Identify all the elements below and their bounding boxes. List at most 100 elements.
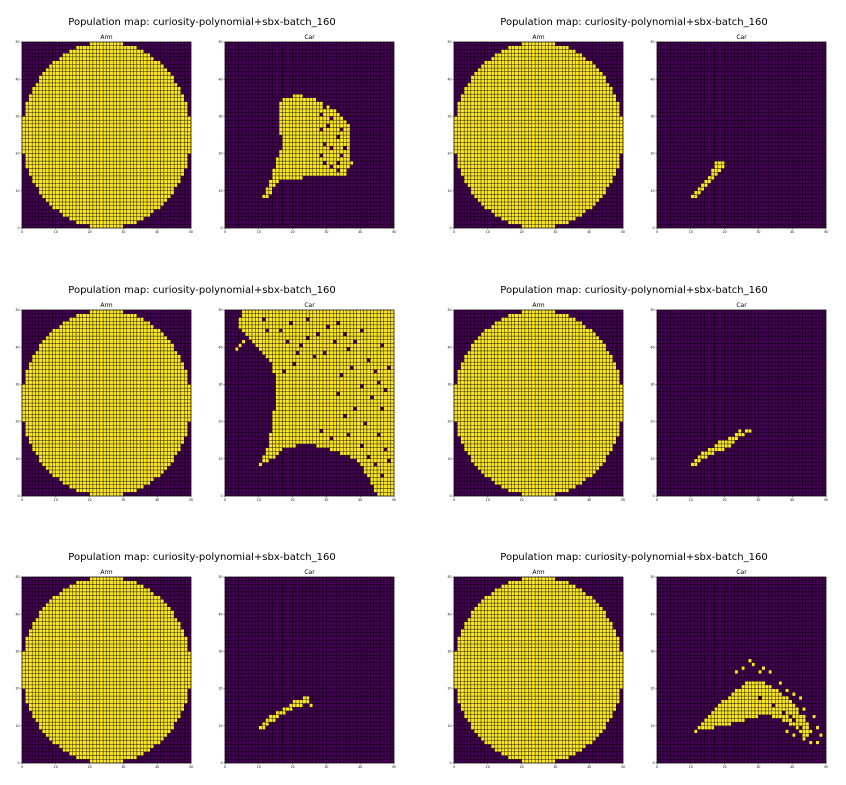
cell-filled [127, 191, 130, 195]
cell-filled [316, 113, 319, 117]
cell-empty [377, 120, 380, 124]
cell-empty [177, 183, 180, 187]
cell-empty [232, 102, 235, 106]
cell-filled [181, 102, 184, 106]
cell-empty [42, 42, 45, 46]
cell-filled [154, 131, 157, 135]
cell-filled [289, 116, 292, 120]
cell-filled [32, 168, 35, 172]
cell-empty [161, 53, 164, 57]
cell-filled [110, 161, 113, 165]
cell-filled [282, 176, 285, 180]
cell-empty [177, 187, 180, 191]
cell-filled [103, 75, 106, 79]
cell-filled [73, 202, 76, 206]
cell-filled [52, 83, 55, 87]
cell-filled [36, 168, 39, 172]
cell-empty [25, 64, 28, 68]
cell-filled [96, 195, 99, 199]
cell-filled [90, 221, 93, 225]
cell-filled [316, 109, 319, 113]
cell-filled [39, 150, 42, 154]
cell-filled [130, 191, 133, 195]
cell-filled [36, 98, 39, 102]
cell-empty [39, 64, 42, 68]
cell-filled [123, 116, 126, 120]
cell-filled [110, 168, 113, 172]
cell-empty [320, 87, 323, 91]
cell-empty [25, 83, 28, 87]
cell-empty [380, 154, 383, 158]
cell-filled [76, 135, 79, 139]
cell-empty [266, 75, 269, 79]
cell-empty [370, 116, 373, 120]
cell-empty [377, 90, 380, 94]
cell-empty [350, 75, 353, 79]
cell-empty [272, 75, 275, 79]
cell-empty [276, 183, 279, 187]
cell-filled [181, 154, 184, 158]
cell-empty [320, 113, 323, 117]
cell-filled [90, 90, 93, 94]
cell-filled [296, 128, 299, 132]
cell-filled [117, 64, 120, 68]
cell-empty [46, 49, 49, 53]
cell-filled [73, 209, 76, 213]
cell-filled [333, 168, 336, 172]
cell-empty [367, 206, 370, 210]
cell-empty [171, 72, 174, 76]
cell-empty [296, 49, 299, 53]
cell-filled [96, 53, 99, 57]
cell-empty [370, 61, 373, 65]
y-tick-label: 20 [15, 152, 19, 156]
cell-filled [93, 183, 96, 187]
cell-filled [306, 157, 309, 161]
cell-empty [320, 217, 323, 221]
cell-empty [377, 217, 380, 221]
cell-empty [22, 105, 25, 109]
cell-empty [188, 64, 191, 68]
cell-filled [167, 105, 170, 109]
cell-empty [272, 105, 275, 109]
cell-empty [391, 224, 394, 228]
cell-filled [130, 213, 133, 217]
cell-filled [29, 105, 32, 109]
cell-filled [167, 83, 170, 87]
cell-filled [310, 157, 313, 161]
cell-empty [167, 61, 170, 65]
cell-filled [52, 157, 55, 161]
cell-filled [69, 206, 72, 210]
cell-empty [374, 87, 377, 91]
cell-filled [69, 161, 72, 165]
cell-filled [113, 79, 116, 83]
cell-filled [272, 172, 275, 176]
cell-empty [66, 224, 69, 228]
cell-filled [25, 128, 28, 132]
cell-filled [56, 206, 59, 210]
cell-filled [73, 102, 76, 106]
cell-empty [272, 94, 275, 98]
cell-empty [340, 198, 343, 202]
cell-filled [83, 90, 86, 94]
cell-filled [117, 94, 120, 98]
cell-empty [353, 150, 356, 154]
cell-empty [364, 120, 367, 124]
cell-filled [52, 135, 55, 139]
cell-empty [184, 176, 187, 180]
cell-empty [353, 142, 356, 146]
cell-filled [56, 202, 59, 206]
cell-filled [154, 206, 157, 210]
cell-empty [282, 202, 285, 206]
cell-filled [333, 142, 336, 146]
cell-filled [167, 90, 170, 94]
cell-filled [86, 124, 89, 128]
cell-filled [123, 221, 126, 225]
cell-filled [167, 124, 170, 128]
cell-empty [181, 206, 184, 210]
cell-filled [269, 183, 272, 187]
cell-filled [120, 113, 123, 117]
cell-empty [255, 146, 258, 150]
cell-empty [245, 221, 248, 225]
cell-filled [56, 198, 59, 202]
cell-filled [120, 157, 123, 161]
